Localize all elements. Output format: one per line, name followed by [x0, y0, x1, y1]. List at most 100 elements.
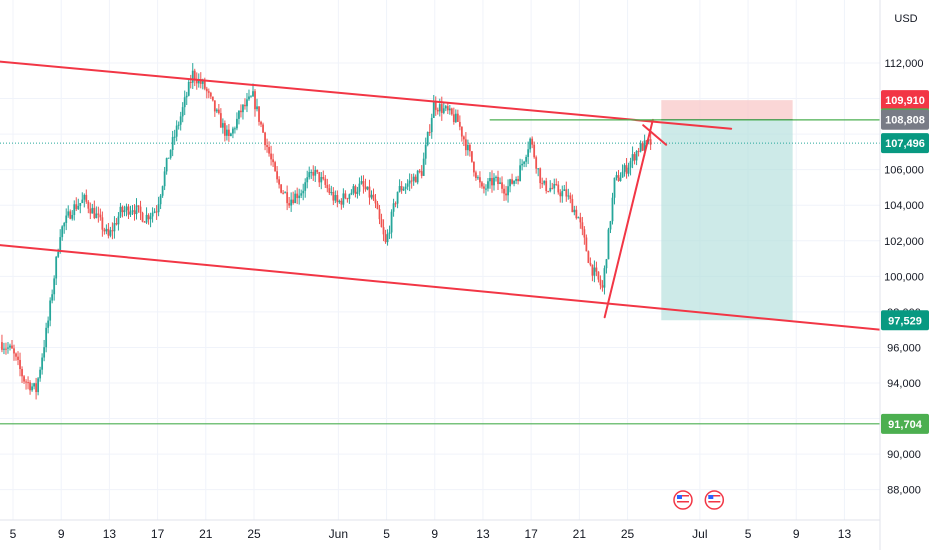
- candle-up: [338, 200, 341, 203]
- time-tick-label: 9: [431, 527, 438, 541]
- candle-up: [513, 180, 515, 184]
- candle-up: [256, 106, 258, 110]
- candle-up: [45, 327, 48, 348]
- flag-stripe: [676, 498, 689, 500]
- candle-down: [35, 383, 37, 393]
- candle-down: [266, 145, 268, 147]
- candle-up: [157, 204, 160, 213]
- candle-up: [53, 278, 56, 295]
- candle-down: [380, 219, 383, 228]
- candle-down: [581, 222, 584, 230]
- candle-down: [418, 170, 421, 172]
- candle-down: [155, 211, 158, 213]
- candle-up: [135, 205, 138, 215]
- candle-up: [145, 214, 148, 223]
- time-tick-label: 13: [476, 527, 490, 541]
- candle-down: [591, 264, 594, 276]
- candle-up: [577, 217, 580, 219]
- candle-down: [211, 96, 214, 101]
- candle-up: [43, 347, 46, 358]
- candle-down: [434, 101, 437, 110]
- candle-up: [57, 251, 60, 257]
- candle-up: [334, 195, 337, 201]
- rising-trendline[interactable]: [603, 118, 654, 319]
- candle-down: [533, 144, 536, 158]
- candle-up: [232, 128, 234, 134]
- candle-down: [479, 177, 481, 183]
- lower-channel[interactable]: [0, 237, 918, 335]
- stop-loss-zone[interactable]: [661, 100, 793, 120]
- candles: [1, 63, 652, 400]
- candle-up: [81, 199, 84, 203]
- candle-down: [440, 104, 443, 113]
- candle-down: [272, 159, 274, 163]
- flag-stripe: [676, 495, 689, 497]
- candle-up: [330, 192, 333, 194]
- candle-down: [559, 192, 562, 197]
- event-icons[interactable]: [673, 490, 725, 510]
- candle-down: [599, 279, 602, 286]
- candle-down: [75, 204, 78, 210]
- candle-down: [645, 140, 648, 142]
- upper-channel[interactable]: [0, 59, 733, 130]
- candle-down: [436, 109, 439, 112]
- price-tick-label: 102,000: [884, 236, 924, 248]
- candle-up: [181, 107, 184, 117]
- candle-up: [314, 169, 317, 176]
- candle-up: [523, 161, 526, 164]
- candle-up: [466, 144, 469, 151]
- candle-down: [571, 198, 574, 213]
- candle-down: [617, 175, 620, 182]
- candle-up: [129, 211, 132, 215]
- candle-up: [187, 81, 190, 96]
- us-flag-icon[interactable]: [673, 490, 693, 510]
- candle-up: [611, 197, 614, 222]
- candle-up: [55, 256, 58, 279]
- candle-down: [324, 178, 327, 185]
- candle-up: [284, 192, 287, 194]
- candle-up: [605, 259, 608, 269]
- candle-up: [621, 171, 624, 178]
- candle-down: [89, 208, 92, 214]
- candle-down: [400, 186, 403, 191]
- candle-down: [376, 203, 379, 210]
- short-descending-line[interactable]: [642, 124, 668, 146]
- candle-down: [468, 144, 471, 152]
- candle-up: [567, 195, 570, 197]
- candle-down: [139, 206, 142, 213]
- candle-up: [412, 176, 415, 181]
- candle-up: [308, 172, 311, 178]
- candle-up: [171, 137, 174, 151]
- candle-down: [97, 213, 100, 215]
- candle-down: [535, 157, 538, 169]
- candle-up: [161, 186, 164, 196]
- candle-up: [493, 177, 495, 186]
- candle-up: [71, 214, 74, 219]
- candle-up: [398, 186, 401, 192]
- candle-down: [316, 169, 319, 173]
- candle-up: [31, 386, 33, 391]
- flag-stripe: [708, 501, 721, 503]
- time-tick-label: 21: [199, 527, 213, 541]
- take-profit-zone[interactable]: [661, 119, 793, 321]
- time-tick-label: 13: [103, 527, 117, 541]
- candle-up: [225, 129, 228, 136]
- candle-up: [173, 136, 176, 138]
- candle-down: [462, 136, 465, 140]
- candle-down: [103, 229, 106, 232]
- candle-up: [179, 116, 182, 125]
- candle-down: [189, 81, 192, 83]
- trendlines[interactable]: [0, 59, 918, 425]
- us-flag-icon[interactable]: [704, 490, 725, 510]
- candle-up: [477, 177, 479, 179]
- candle-down: [460, 126, 463, 137]
- candle-down: [213, 100, 216, 112]
- candle-down: [29, 382, 31, 391]
- candle-up: [300, 193, 303, 196]
- candle-up: [304, 182, 307, 191]
- candle-down: [491, 178, 493, 186]
- time-tick-label: 5: [10, 527, 17, 541]
- candle-up: [306, 177, 309, 183]
- candle-up: [238, 110, 240, 119]
